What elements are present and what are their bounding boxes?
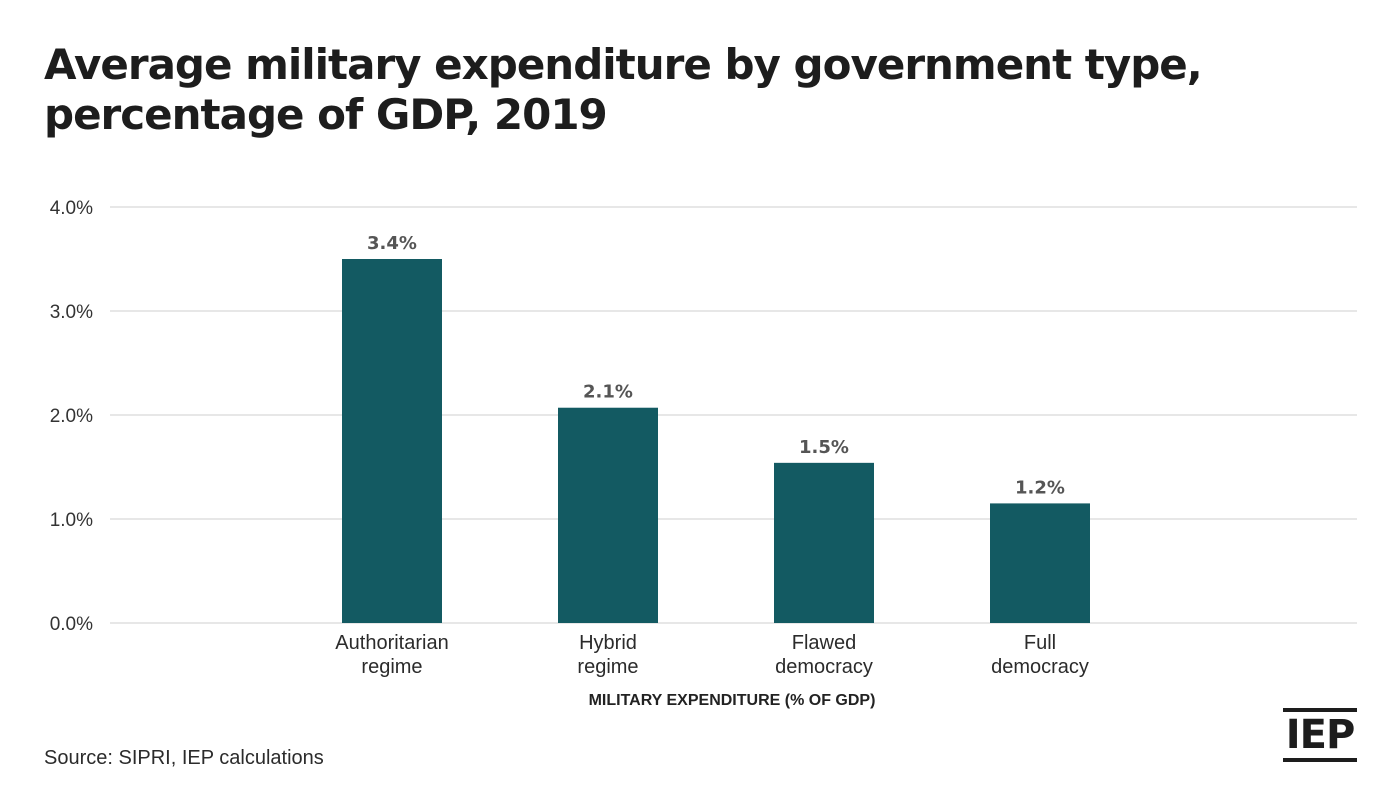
x-axis-category-labels: Authoritarian regime Hybrid regime Flawed dem… xyxy=(335,632,1089,678)
iep-logo: IEP xyxy=(1283,708,1357,762)
bar xyxy=(990,503,1090,623)
logo-top-rule xyxy=(1283,708,1357,712)
y-axis-tick-labels: 0.0% 1.0% 2.0% 3.0% 4.0% xyxy=(50,198,93,635)
bars xyxy=(342,259,1090,623)
y-tick-label: 0.0% xyxy=(50,614,93,635)
bar xyxy=(342,259,442,623)
bar-chart: 0.0% 1.0% 2.0% 3.0% 4.0% 3.4% 2.1% 1.5% 1.2% Au… xyxy=(50,198,1357,709)
bar-value-label: 1.2% xyxy=(1015,477,1065,498)
x-tick-label: Full democracy xyxy=(991,632,1089,678)
y-tick-label: 1.0% xyxy=(50,510,93,531)
x-tick-label: Hybrid regime xyxy=(577,632,638,678)
bar-value-label: 3.4% xyxy=(367,233,417,254)
chart-title: Average military expenditure by governme… xyxy=(44,40,1344,140)
bar-value-label: 1.5% xyxy=(799,437,849,458)
bar xyxy=(774,462,874,623)
bar-value-label: 2.1% xyxy=(583,382,633,403)
y-tick-label: 2.0% xyxy=(50,406,93,427)
logo-bottom-rule xyxy=(1283,758,1357,762)
source-note: Source: SIPRI, IEP calculations xyxy=(44,747,324,769)
y-tick-label: 3.0% xyxy=(50,302,93,323)
chart-title-line-1: Average military expenditure by governme… xyxy=(44,40,1203,89)
value-labels: 3.4% 2.1% 1.5% 1.2% xyxy=(367,233,1065,498)
x-tick-label: Flawed democracy xyxy=(775,632,873,678)
x-axis-title: MILITARY EXPENDITURE (% OF GDP) xyxy=(589,692,876,709)
bar xyxy=(558,407,658,623)
chart-title-line-2: percentage of GDP, 2019 xyxy=(44,90,608,139)
logo-text: IEP xyxy=(1285,712,1356,758)
gridlines xyxy=(110,206,1357,624)
x-tick-label: Authoritarian regime xyxy=(335,632,448,678)
y-tick-label: 4.0% xyxy=(50,198,93,219)
